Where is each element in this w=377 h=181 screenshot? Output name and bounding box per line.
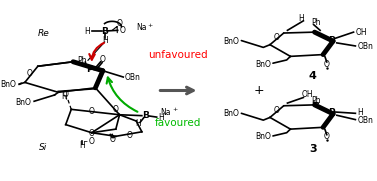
- Text: B: B: [101, 27, 108, 36]
- Text: H: H: [299, 14, 304, 23]
- Text: BnO: BnO: [1, 80, 17, 89]
- Text: +: +: [172, 107, 178, 112]
- Text: OH: OH: [356, 28, 367, 37]
- Text: O: O: [120, 26, 126, 35]
- Text: Si: Si: [39, 144, 48, 152]
- Text: OBn: OBn: [125, 73, 141, 82]
- Text: P: P: [87, 65, 93, 74]
- Text: H: H: [62, 92, 67, 101]
- Text: BnO: BnO: [224, 109, 239, 118]
- Text: OBn: OBn: [357, 116, 373, 125]
- Text: Ph: Ph: [311, 96, 320, 105]
- Text: P: P: [328, 36, 334, 45]
- Text: O: O: [274, 106, 280, 115]
- Text: H: H: [135, 119, 141, 128]
- Text: +: +: [253, 84, 264, 97]
- Text: H: H: [84, 27, 90, 36]
- Text: O: O: [324, 132, 330, 141]
- Text: O: O: [89, 107, 95, 116]
- Text: H: H: [159, 113, 164, 122]
- Text: O: O: [89, 137, 95, 146]
- Text: O: O: [63, 90, 69, 99]
- Text: O: O: [89, 129, 95, 138]
- Text: H: H: [102, 36, 107, 45]
- Text: 3: 3: [309, 144, 317, 154]
- Text: OH: OH: [301, 90, 313, 100]
- Text: Re: Re: [38, 29, 49, 37]
- Text: favoured: favoured: [155, 118, 201, 128]
- Text: H: H: [357, 108, 363, 117]
- Text: O: O: [274, 33, 280, 43]
- Text: O: O: [113, 105, 119, 114]
- Text: O: O: [127, 131, 133, 140]
- Text: Na: Na: [136, 23, 147, 32]
- Text: B: B: [142, 111, 149, 120]
- Text: O: O: [110, 135, 116, 144]
- Text: OBn: OBn: [357, 42, 373, 51]
- Text: O: O: [100, 55, 106, 64]
- Text: BnO: BnO: [255, 60, 271, 69]
- Text: BnO: BnO: [15, 98, 31, 107]
- Text: Na: Na: [160, 108, 171, 117]
- Text: Ph: Ph: [311, 18, 320, 27]
- Text: +: +: [147, 23, 153, 28]
- Text: 4: 4: [309, 71, 317, 81]
- Text: P: P: [328, 108, 334, 117]
- Text: –: –: [83, 137, 87, 146]
- Text: unfavoured: unfavoured: [149, 50, 208, 60]
- Text: BnO: BnO: [255, 132, 271, 141]
- Text: BnO: BnO: [224, 37, 239, 46]
- Text: O: O: [116, 19, 123, 28]
- Text: O: O: [324, 60, 330, 69]
- Text: H: H: [80, 141, 85, 150]
- Text: O: O: [26, 69, 32, 78]
- Text: Ph: Ph: [77, 56, 86, 65]
